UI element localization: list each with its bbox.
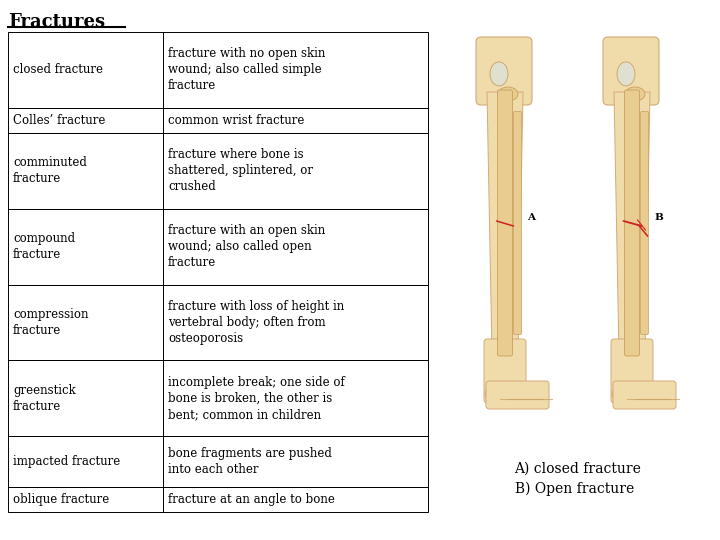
FancyBboxPatch shape — [624, 90, 639, 356]
Text: impacted fracture: impacted fracture — [13, 455, 120, 468]
Ellipse shape — [485, 388, 495, 400]
Bar — [8, 360, 428, 436]
Ellipse shape — [617, 62, 635, 86]
FancyBboxPatch shape — [641, 111, 649, 335]
Ellipse shape — [512, 388, 522, 400]
Bar — [8, 32, 428, 108]
Text: greenstick
fracture: greenstick fracture — [13, 384, 76, 413]
FancyBboxPatch shape — [613, 381, 676, 409]
Ellipse shape — [490, 62, 508, 86]
Text: incomplete break; one side of
bone is broken, the other is
bent; common in child: incomplete break; one side of bone is br… — [168, 376, 345, 421]
Text: common wrist fracture: common wrist fracture — [168, 114, 305, 127]
Text: oblique fracture: oblique fracture — [13, 493, 109, 506]
PathPatch shape — [487, 92, 523, 354]
Text: compound
fracture: compound fracture — [13, 232, 75, 261]
Bar — [8, 487, 428, 512]
Bar — [8, 436, 428, 487]
Text: fracture at an angle to bone: fracture at an angle to bone — [168, 493, 335, 506]
Ellipse shape — [612, 388, 622, 400]
Ellipse shape — [498, 87, 518, 101]
Ellipse shape — [639, 388, 649, 400]
Ellipse shape — [625, 87, 645, 101]
Text: closed fracture: closed fracture — [13, 63, 103, 76]
Text: Colles’ fracture: Colles’ fracture — [13, 114, 105, 127]
Text: Fractures: Fractures — [8, 13, 105, 31]
Bar — [8, 209, 428, 285]
Text: compression
fracture: compression fracture — [13, 308, 89, 337]
FancyBboxPatch shape — [611, 339, 653, 403]
FancyBboxPatch shape — [498, 90, 513, 356]
FancyBboxPatch shape — [476, 37, 532, 105]
Text: A: A — [527, 213, 535, 222]
FancyBboxPatch shape — [486, 381, 549, 409]
Text: fracture with loss of height in
vertebral body; often from
osteoporosis: fracture with loss of height in vertebra… — [168, 300, 344, 345]
Text: fracture with an open skin
wound; also called open
fracture: fracture with an open skin wound; also c… — [168, 224, 325, 269]
Text: fracture with no open skin
wound; also called simple
fracture: fracture with no open skin wound; also c… — [168, 48, 325, 92]
FancyBboxPatch shape — [603, 37, 659, 105]
Text: A) closed fracture
B) Open fracture: A) closed fracture B) Open fracture — [515, 462, 642, 496]
Text: B: B — [654, 213, 663, 222]
Bar — [8, 133, 428, 209]
Bar — [8, 108, 428, 133]
FancyBboxPatch shape — [484, 339, 526, 403]
Bar — [8, 285, 428, 360]
Text: comminuted
fracture: comminuted fracture — [13, 157, 87, 185]
PathPatch shape — [614, 92, 650, 354]
Text: bone fragments are pushed
into each other: bone fragments are pushed into each othe… — [168, 447, 332, 476]
FancyBboxPatch shape — [513, 111, 521, 335]
Text: fracture where bone is
shattered, splintered, or
crushed: fracture where bone is shattered, splint… — [168, 148, 313, 193]
